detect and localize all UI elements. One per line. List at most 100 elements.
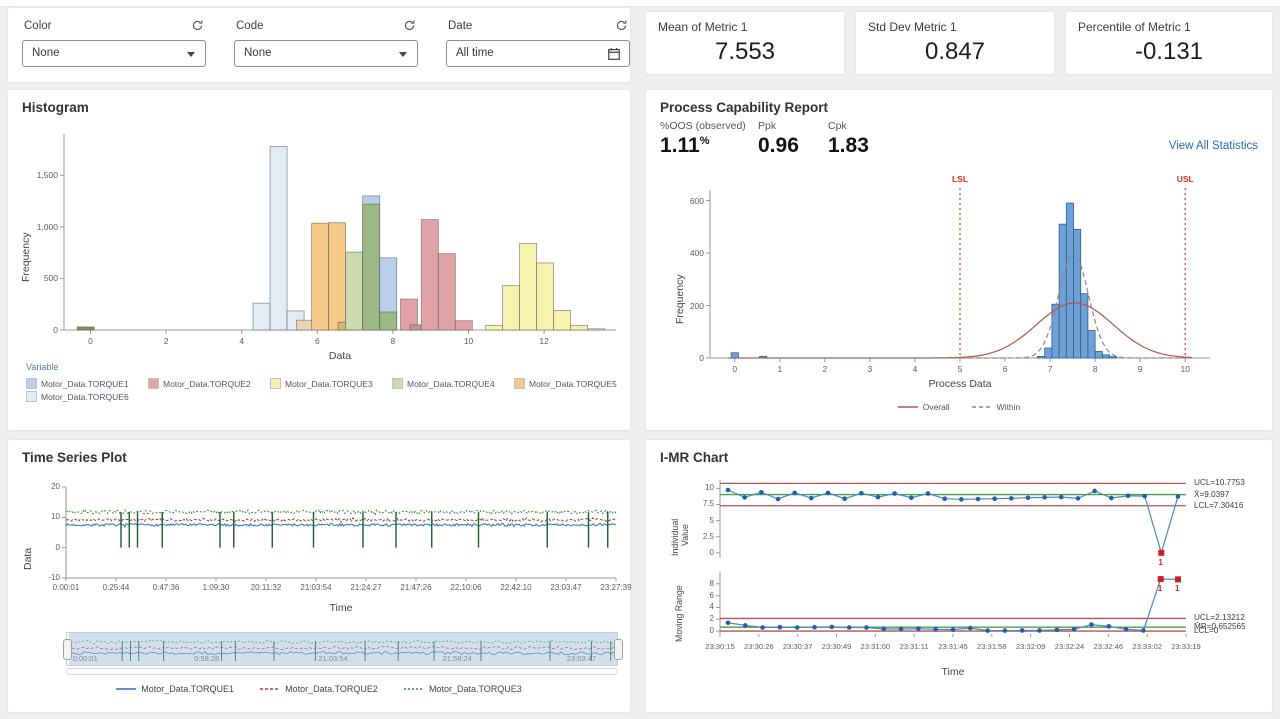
x-tick-label: 23:31:11: [899, 642, 929, 651]
data-point: [1092, 488, 1097, 494]
data-point: [975, 496, 981, 502]
data-point: [809, 495, 814, 501]
data-point: [1106, 624, 1112, 629]
legend-swatch: [26, 378, 37, 389]
x-axis-label: Data: [328, 350, 352, 362]
refresh-icon[interactable]: [612, 18, 630, 36]
histogram-bar: [269, 145, 288, 331]
legend-label: Motor_Data.TORQUE3: [285, 378, 373, 389]
capability-bar: [730, 352, 739, 359]
legend-label: Motor_Data.TORQUE5: [529, 378, 617, 389]
legend-item: Overall: [897, 402, 950, 412]
imr-panel: I-MR Chart 0 2.5 5 7.5 10 UCL=10.7753 X̄=9.039…: [646, 440, 1272, 712]
legend-label: Motor_Data.TORQUE3: [428, 684, 522, 694]
data-point: [1071, 626, 1077, 632]
filter-header: Code: [234, 18, 418, 36]
data-point: [985, 628, 990, 633]
filter-group-code: Code None: [234, 18, 418, 72]
x-tick-label: 4: [912, 364, 918, 374]
histogram-bar: [420, 219, 439, 331]
histogram-bar: [570, 324, 589, 331]
ooc-point: [1175, 576, 1181, 583]
histogram-bar: [485, 324, 503, 331]
capability-bar: [1037, 356, 1046, 359]
metric-card-stddev: Std Dev Metric 1 0.847: [856, 12, 1054, 74]
histogram-panel: Histogram 0 500 1,000 1,500 0 2 4 6 8 10 12 Data Fre…: [8, 90, 630, 430]
capability-bar: [1065, 202, 1074, 359]
legend-swatch: [514, 378, 525, 389]
control-limit-label: LCL=7.30416: [1194, 500, 1244, 510]
capability-plot: [706, 188, 1210, 362]
capability-bar: [1058, 223, 1067, 359]
filters-card: Color None Code None Date All time: [8, 8, 630, 82]
filter-label: Date: [448, 20, 473, 32]
data-point: [760, 625, 765, 630]
date-select[interactable]: All time: [446, 40, 630, 67]
x-tick-label: 0: [732, 364, 738, 374]
data-point: [1125, 493, 1131, 499]
control-limit-label: X̄=9.0397: [1194, 489, 1230, 499]
ooc-point: [1158, 549, 1165, 556]
legend-title: Variable: [26, 362, 59, 372]
y-tick-label: 10: [705, 483, 714, 493]
x-tick-label: 9: [1137, 364, 1143, 374]
brush-handle-right[interactable]: [614, 639, 623, 660]
data-point: [794, 625, 800, 630]
y-tick-label: 0: [699, 353, 704, 363]
x-tick-label: 0:25:44: [102, 582, 130, 592]
x-tick-label: 23:33:02: [1132, 642, 1162, 651]
code-select[interactable]: None: [234, 40, 418, 67]
x-tick-label: 23:30:49: [821, 642, 852, 651]
y-tick-label: 4: [709, 602, 714, 612]
metric-label: Percentile of Metric 1: [1078, 20, 1191, 34]
data-point: [1009, 496, 1014, 501]
x-tick-label: 7: [1047, 364, 1053, 374]
capability-bar: [1101, 354, 1110, 359]
y-axis-label-moving-range: Moving Range: [674, 585, 684, 642]
brush-selection[interactable]: [69, 633, 617, 665]
y-tick-label: 200: [689, 300, 704, 311]
x-tick-label: 1: [777, 364, 783, 374]
x-tick-label: 23:32:09: [1015, 642, 1046, 651]
data-point: [992, 496, 997, 501]
x-axis-label: Time: [941, 666, 965, 678]
data-point: [846, 625, 852, 630]
refresh-icon[interactable]: [188, 18, 206, 36]
histogram-bar: [400, 298, 418, 331]
data-point: [942, 496, 947, 501]
refresh-icon[interactable]: [400, 18, 418, 36]
data-point: [792, 490, 797, 496]
x-tick-label: 6: [314, 336, 320, 346]
data-point: [1037, 628, 1042, 633]
data-point: [933, 626, 938, 632]
histogram-chart: 0 500 1,000 1,500 0 2 4 6 8 10 12 Data Frequency Vari…: [8, 90, 630, 430]
y-axis-label: Frequency: [20, 232, 32, 282]
legend-item: Motor_Data.TORQUE2: [260, 684, 378, 694]
view-all-statistics-link[interactable]: View All Statistics: [1168, 140, 1258, 152]
data-point: [1059, 494, 1064, 500]
brush-handle-left[interactable]: [63, 639, 72, 660]
x-axis-label: Process Data: [928, 378, 992, 390]
brush-tick-label: 21:03:54: [318, 654, 348, 663]
brush-tick-label: 0:00:01: [72, 654, 98, 663]
data-point: [1054, 627, 1060, 633]
brush-scrollbar[interactable]: [66, 668, 618, 675]
brush-track[interactable]: 0:00:01 0:58:28 21:03:54 21:58:24 23:03:47: [63, 632, 623, 666]
x-tick-label: 6: [1002, 364, 1008, 374]
ooc-point: [1157, 576, 1164, 583]
color-select[interactable]: None: [22, 40, 206, 67]
brush-tick-label: 0:58:28: [194, 654, 220, 663]
data-point: [1042, 495, 1047, 500]
x-tick-label: 21:03:54: [300, 582, 332, 592]
filter-group-color: Color None: [22, 18, 206, 72]
x-tick-label: 1:09:30: [202, 582, 230, 592]
stat-value: 0.96: [758, 134, 799, 157]
data-point: [1089, 622, 1094, 627]
filter-label: Code: [236, 20, 264, 32]
y-tick-label: 6: [709, 590, 714, 600]
data-point: [881, 626, 887, 632]
legend-item: Motor_Data.TORQUE5: [514, 378, 617, 389]
y-tick-label: 0: [55, 542, 60, 552]
legend-item: Motor_Data.TORQUE4: [392, 378, 495, 389]
x-tick-label: 22:10:06: [450, 582, 482, 592]
